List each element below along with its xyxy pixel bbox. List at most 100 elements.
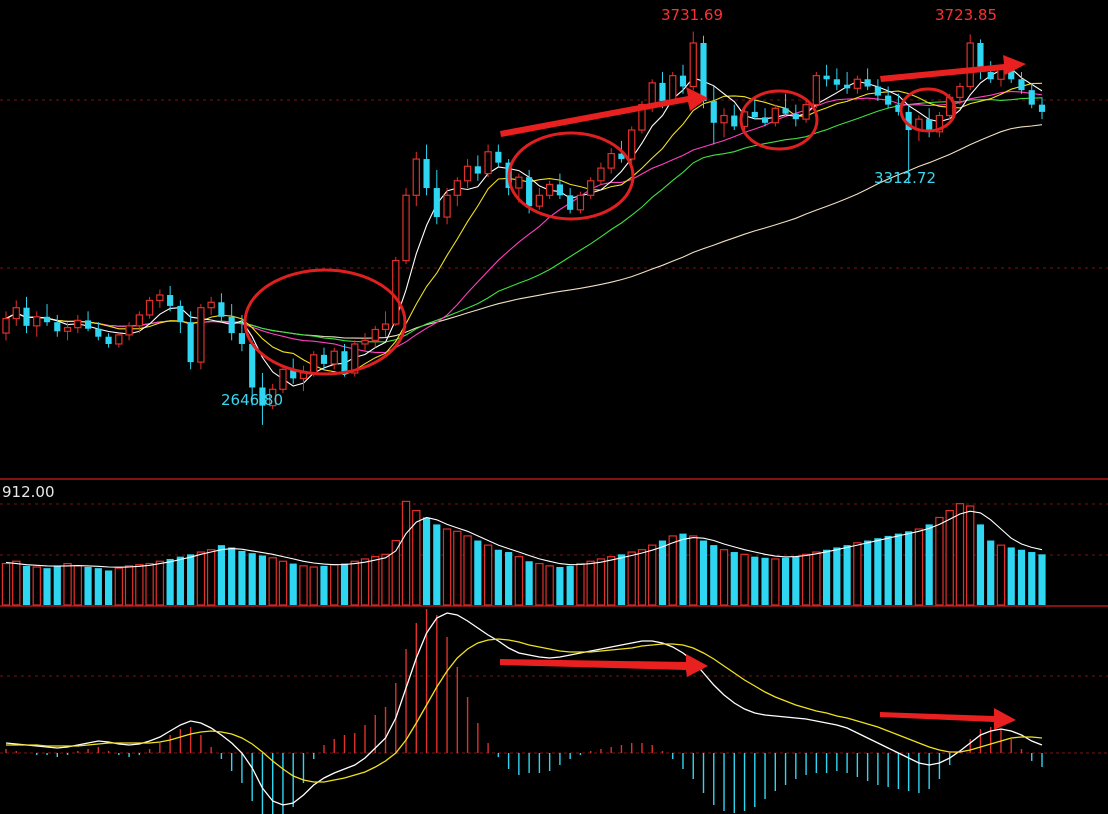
candle — [259, 372, 266, 425]
candle-body — [310, 354, 318, 374]
volume-bar — [268, 557, 277, 606]
volume-bar — [114, 567, 124, 606]
candle-body — [453, 180, 462, 196]
volume-bar — [566, 565, 574, 605]
candle-body — [207, 301, 215, 309]
candle — [238, 314, 245, 352]
volume-bar — [905, 531, 913, 605]
candle — [495, 144, 502, 167]
volume-bar — [73, 565, 82, 606]
candle — [545, 180, 554, 199]
candle — [125, 322, 133, 341]
volume-bar — [463, 535, 472, 606]
volume-bar — [278, 560, 288, 606]
volume-bar — [617, 554, 626, 605]
candle-body — [689, 42, 697, 88]
candle-body — [700, 43, 707, 102]
volume-bar — [442, 528, 452, 606]
volume-max-label: 912.00 — [2, 483, 55, 501]
volume-bar — [104, 570, 113, 605]
volume-bar — [176, 556, 184, 605]
candle-body — [463, 165, 472, 182]
candle — [1028, 82, 1035, 109]
candle — [607, 148, 615, 174]
candle — [371, 325, 379, 348]
candle-body — [833, 79, 840, 85]
volume-bar — [987, 540, 995, 605]
candle — [463, 159, 472, 189]
volume-bar — [719, 549, 729, 606]
candle-body — [515, 176, 523, 189]
candle-body — [238, 333, 245, 344]
candle — [115, 333, 123, 348]
candle-body — [731, 115, 738, 127]
candle — [105, 333, 112, 348]
volume-bar — [166, 558, 174, 605]
candle — [782, 93, 789, 116]
volume-bar — [894, 533, 902, 605]
volume-bar — [401, 500, 411, 606]
candle-body — [135, 314, 144, 327]
volume-bar — [360, 558, 370, 606]
volume-bar — [792, 556, 800, 605]
volume-bar — [525, 561, 533, 605]
candle — [54, 314, 61, 337]
volume-bar — [606, 556, 616, 606]
volume-bar — [812, 551, 821, 606]
candle-body — [218, 302, 225, 317]
volume-bar — [801, 553, 811, 606]
candle-body — [423, 159, 430, 189]
macd-panel — [5, 609, 1043, 814]
candle — [320, 347, 328, 370]
candle-body — [648, 82, 656, 106]
volume-bar — [433, 524, 441, 605]
candle-body — [751, 111, 758, 118]
candle-body — [607, 153, 615, 169]
volume-bar — [474, 540, 482, 605]
volume-bar — [751, 556, 759, 605]
candle — [812, 72, 821, 109]
candle-body — [771, 107, 779, 124]
trend-arrow — [880, 708, 1016, 730]
candle-body — [259, 387, 266, 406]
candle-body — [679, 75, 687, 87]
candle-body — [145, 299, 154, 316]
volume-bar — [453, 530, 462, 606]
volume-bar — [864, 540, 872, 605]
candle-body — [905, 111, 912, 131]
candle — [330, 347, 338, 370]
candle — [802, 101, 810, 123]
candle-body — [935, 114, 944, 133]
candle — [966, 34, 974, 91]
candle-body — [926, 119, 933, 132]
candle-body — [392, 259, 400, 325]
candle — [433, 169, 440, 225]
volume-bar — [658, 540, 667, 605]
candle — [844, 72, 851, 94]
candle-body — [535, 194, 544, 207]
volume-bar — [689, 535, 698, 606]
high-price-label: 3723.85 — [935, 6, 997, 24]
candle-body — [43, 316, 51, 323]
candle-body — [720, 114, 728, 124]
candle — [935, 111, 944, 138]
volume-bar — [350, 560, 359, 606]
trend-arrow — [500, 87, 708, 137]
candle — [187, 311, 194, 370]
volume-bar — [648, 544, 657, 606]
volume-bar — [53, 565, 61, 605]
volume-bar — [381, 553, 390, 606]
candle — [443, 188, 451, 225]
volume-bar — [935, 516, 944, 606]
candle — [535, 188, 544, 210]
volume-bar — [238, 550, 246, 605]
candle — [269, 383, 277, 410]
candle — [135, 311, 144, 334]
volume-bar — [135, 564, 144, 606]
candle-body — [330, 350, 338, 365]
volume-bar — [145, 562, 154, 606]
candle — [771, 104, 779, 127]
candle-body — [412, 158, 420, 196]
volume-bar — [761, 557, 769, 605]
